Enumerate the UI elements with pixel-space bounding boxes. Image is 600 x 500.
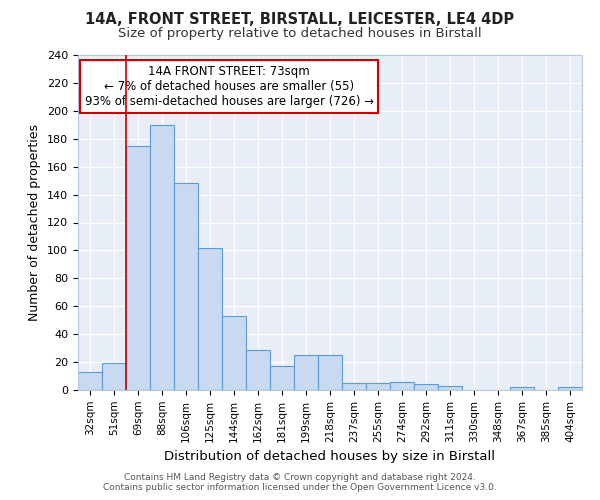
Bar (198, 248, 222, 390)
Bar (438, 386, 462, 390)
Bar (342, 383, 366, 390)
Bar (510, 387, 534, 390)
Bar (558, 387, 582, 390)
Text: 14A, FRONT STREET, BIRSTALL, LEICESTER, LE4 4DP: 14A, FRONT STREET, BIRSTALL, LEICESTER, … (85, 12, 515, 28)
Text: Contains HM Land Registry data © Crown copyright and database right 2024.
Contai: Contains HM Land Registry data © Crown c… (103, 473, 497, 492)
Bar (390, 382, 414, 390)
Text: Size of property relative to detached houses in Birstall: Size of property relative to detached ho… (118, 28, 482, 40)
Text: 14A FRONT STREET: 73sqm
← 7% of detached houses are smaller (55)
93% of semi-det: 14A FRONT STREET: 73sqm ← 7% of detached… (85, 65, 374, 108)
Bar (102, 364, 126, 390)
Bar (318, 355, 342, 390)
Bar (150, 125, 174, 390)
Bar (366, 383, 390, 390)
Bar (270, 366, 294, 390)
Bar (126, 146, 150, 390)
Bar (294, 355, 318, 390)
Bar (174, 184, 198, 390)
Bar (222, 316, 246, 390)
Bar (246, 350, 270, 390)
Bar (78, 372, 102, 390)
Bar (414, 384, 438, 390)
X-axis label: Distribution of detached houses by size in Birstall: Distribution of detached houses by size … (164, 450, 496, 463)
Y-axis label: Number of detached properties: Number of detached properties (28, 124, 41, 321)
